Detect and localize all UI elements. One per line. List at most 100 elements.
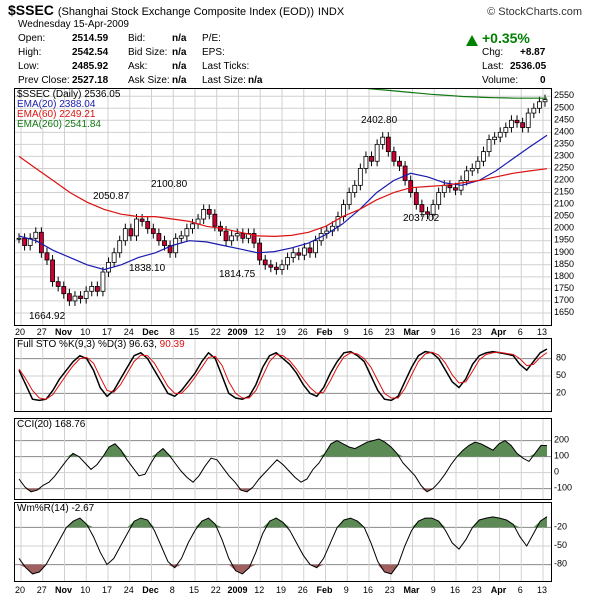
bid-size-label: Bid Size:	[128, 47, 168, 58]
last-ticks-label: Last Ticks:	[202, 61, 250, 72]
price-tick-label: 1700	[554, 295, 574, 305]
chg-value: +8.87	[520, 47, 546, 58]
exchange: INDX	[317, 6, 345, 18]
candle-body	[531, 107, 537, 114]
candle-body	[206, 209, 212, 215]
candle-body	[419, 204, 425, 213]
index-name: (Shanghai Stock Exchange Composite Index…	[57, 6, 314, 18]
candle-body	[251, 233, 257, 244]
price-chart	[15, 89, 551, 325]
candle-body	[139, 218, 145, 222]
date-tick-label: Feb	[316, 585, 333, 595]
date-tick-label: Mar	[403, 585, 420, 595]
bid-label: Bid:	[128, 33, 146, 44]
cci-tick-label: -100	[554, 483, 572, 493]
price-tick-label: 2100	[554, 199, 574, 209]
candle-body	[341, 204, 346, 218]
quote-date: Wednesday 15-Apr-2009	[18, 19, 129, 30]
date-tick-label: 8	[170, 585, 175, 595]
date-tick-label: Dec	[142, 585, 159, 595]
candle-body	[285, 257, 290, 266]
cci-y-axis: -100 0 100 200	[554, 435, 572, 493]
date-tick-label: 13	[537, 585, 547, 595]
sto-chart	[15, 339, 551, 411]
annotation-1838: 1838.10	[129, 263, 166, 274]
candle-body	[408, 180, 414, 193]
candle-body	[509, 119, 514, 128]
sto-tick-label: 20	[556, 387, 566, 397]
date-tick-label: 19	[276, 327, 286, 337]
wmr-panel: Wm%R(14) -2.67	[14, 502, 552, 582]
candle-body	[542, 99, 548, 103]
candle-body	[363, 156, 369, 169]
price-tick-label: 2150	[554, 187, 574, 197]
candle-body	[50, 259, 55, 283]
price-tick-label: 1950	[554, 235, 574, 245]
annotation-1814: 1814.75	[219, 269, 256, 280]
open-label: Open:	[18, 33, 46, 44]
credit: © StockCharts.com	[487, 6, 582, 18]
candle-body	[274, 266, 279, 271]
sto-d-value: 90.39	[159, 339, 185, 350]
candle-body	[111, 252, 117, 263]
annotation-1664: 1664.92	[29, 311, 66, 322]
sto-tick-label: 50	[556, 370, 566, 380]
candle-body	[223, 230, 229, 242]
candle-body	[453, 187, 458, 191]
candle-body	[503, 127, 509, 133]
price-tick-label: 2400	[554, 126, 574, 136]
sto-k-line	[18, 348, 548, 402]
date-tick-label: 26	[298, 327, 308, 337]
candle-body	[240, 233, 246, 239]
candle-body	[374, 143, 380, 162]
candle-body	[150, 228, 156, 234]
date-tick-label: 26	[298, 585, 308, 595]
candle-body	[413, 192, 419, 205]
low-value: 2485.92	[72, 61, 109, 72]
date-tick-label: Nov	[55, 585, 72, 595]
ask-label: Ask:	[128, 61, 148, 72]
sto-y-axis: 20 50 80	[556, 353, 566, 398]
date-tick-label: Dec	[142, 327, 159, 337]
candle-body	[380, 136, 386, 145]
date-tick-label: 2009	[227, 585, 247, 595]
candle-body	[537, 101, 542, 109]
ask-size-label: Ask Size:	[128, 75, 170, 86]
date-axis: 20 27 Nov 10 17 24 Dec 8 15 22 2009 12 19 26 Feb 9 16 23 M…	[15, 327, 547, 337]
sto-label: Full STO %K(9,3) %D(3) 96.63, 90.39	[17, 339, 185, 350]
cci-positive-fill	[19, 439, 547, 457]
sto-d-line	[18, 351, 548, 400]
date-tick-label: 9	[344, 327, 349, 337]
candle-body	[145, 221, 151, 230]
candle-body	[55, 281, 61, 287]
cci-tick-label: 0	[554, 467, 559, 477]
wmr-y-axis: -20 -50 -80	[554, 521, 567, 568]
price-tick-label: 1850	[554, 259, 574, 269]
ema60-line	[18, 155, 548, 238]
volume-label: Volume:	[482, 75, 519, 86]
candle-body	[441, 184, 447, 193]
date-tick-label: 6	[518, 327, 523, 337]
price-tick-label: 2350	[554, 138, 574, 148]
date-axis-bottom: 20 27 Nov 10 17 24 Dec 8 15 22 2009 12 19 26 Feb 9 16 23 M…	[15, 585, 547, 595]
date-tick-label: 17	[102, 327, 112, 337]
price-panel: $SSEC (Daily) 2536.05 EMA(20) 2388.04 EM…	[14, 88, 552, 326]
high-value: 2542.54	[72, 47, 109, 58]
date-tick-label: 22	[211, 327, 221, 337]
cci-label: CCI(20) 168.76	[17, 419, 86, 430]
candle-body	[497, 131, 503, 138]
candle-body	[469, 168, 475, 172]
date-tick-label: 2009	[227, 327, 247, 337]
annotation-2037: 2037.02	[403, 213, 440, 224]
annotation-2100: 2100.80	[151, 179, 188, 190]
candle-body	[33, 231, 39, 239]
symbol: $SSEC	[8, 2, 54, 18]
candle-body	[290, 252, 296, 258]
ema260-line	[366, 89, 547, 99]
date-tick-label: 24	[124, 585, 134, 595]
price-tick-label: 2200	[554, 175, 574, 185]
date-tick-label: 27	[37, 585, 47, 595]
date-tick-label: 16	[450, 327, 460, 337]
prev-close-label: Prev Close:	[18, 75, 70, 86]
date-tick-label: 17	[102, 585, 112, 595]
